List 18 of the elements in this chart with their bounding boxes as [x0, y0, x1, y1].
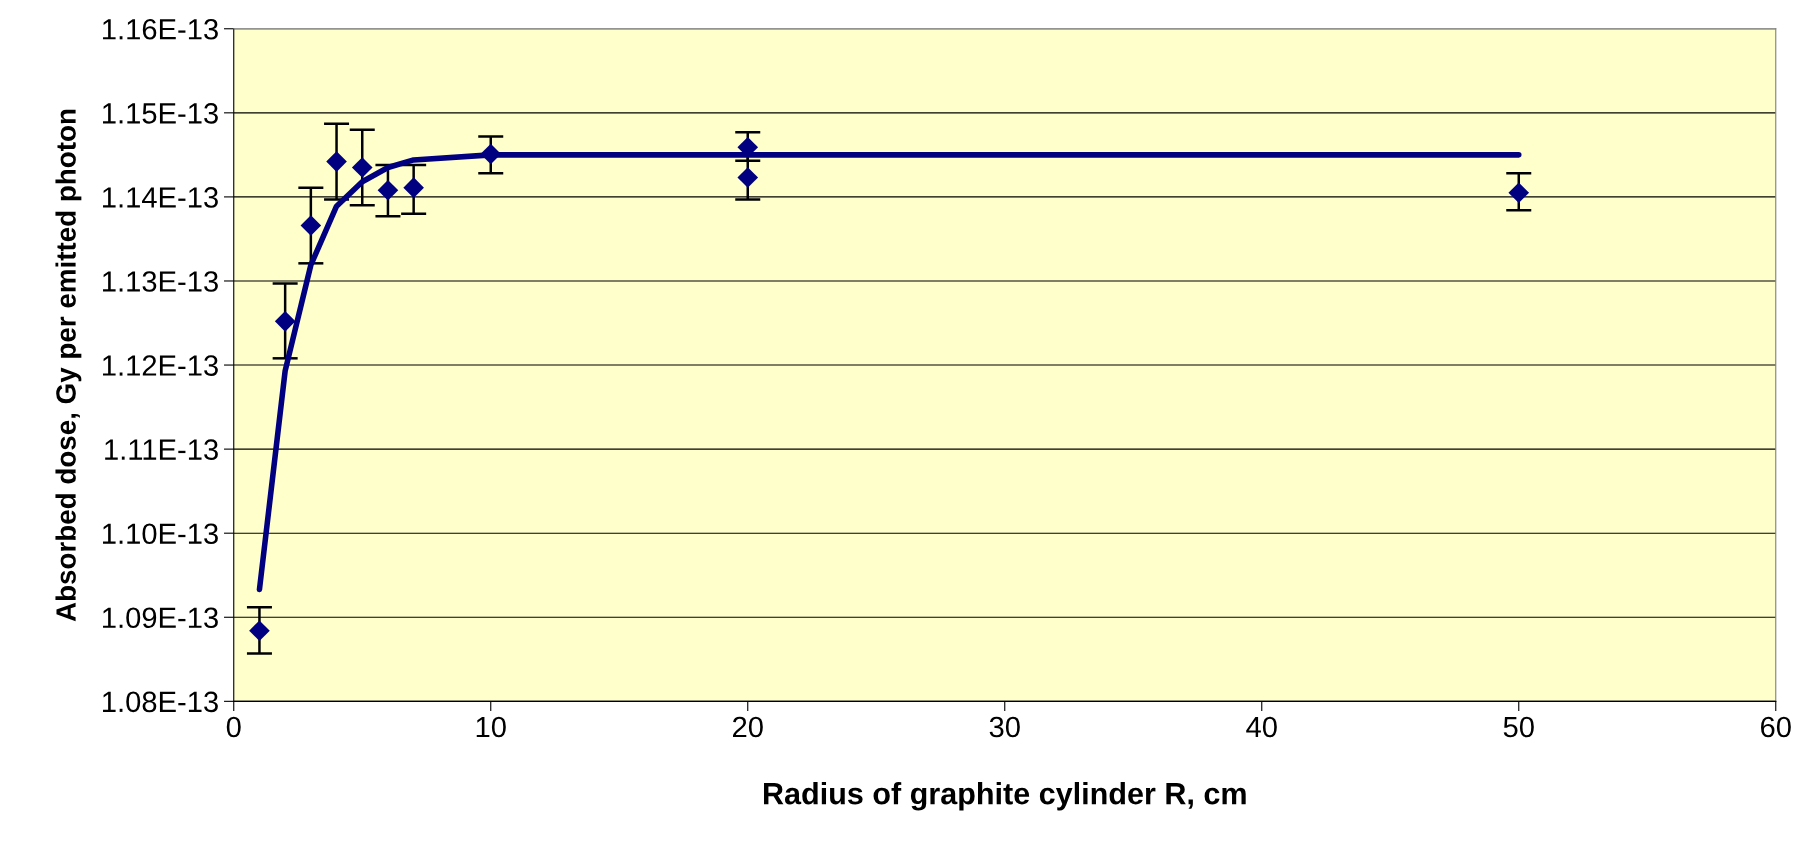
y-tick-label: 1.14E-13: [103, 187, 218, 208]
y-tick-label: 1.08E-13: [103, 691, 218, 713]
y-tick-label: 1.12E-13: [103, 355, 218, 376]
x-axis-title: Radius of graphite cylinder R, cm: [764, 782, 1246, 811]
x-tick-label: 10: [476, 716, 506, 738]
y-tick-label: 1.13E-13: [103, 271, 218, 292]
x-tick-label: 40: [1246, 716, 1277, 738]
y-tick-label: 1.09E-13: [103, 607, 218, 629]
x-tick-label: 0: [226, 716, 241, 738]
x-tick-label: 60: [1761, 716, 1791, 738]
x-tick-label: 30: [989, 716, 1020, 738]
y-tick-label: 1.16E-13: [103, 18, 218, 40]
x-tick-label: 50: [1503, 716, 1534, 738]
x-tick-label: 20: [733, 716, 763, 738]
y-tick-label: 1.15E-13: [103, 103, 218, 124]
y-axis-title: Absorbed dose, Gy per emitted photon: [55, 109, 82, 622]
y-tick-label: 1.11E-13: [105, 439, 218, 460]
y-tick-label: 1.10E-13: [103, 523, 218, 545]
